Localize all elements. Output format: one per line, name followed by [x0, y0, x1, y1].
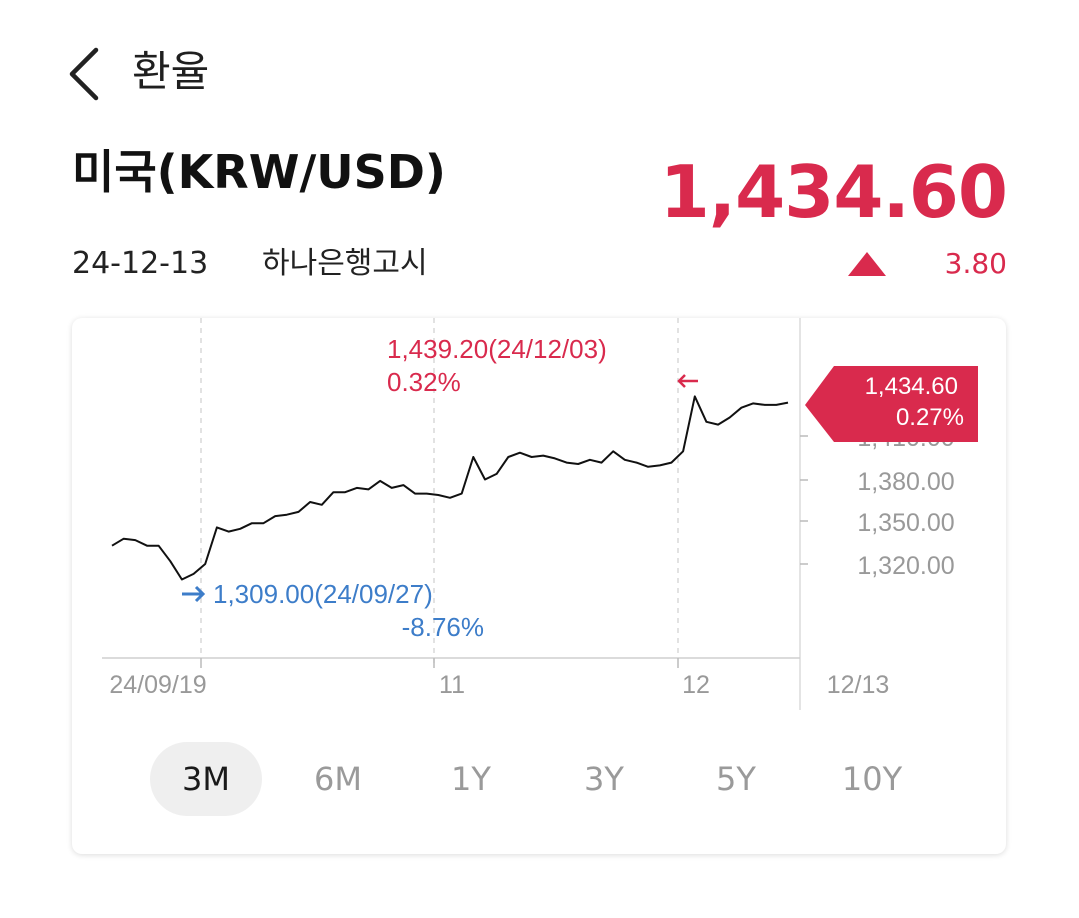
- y-tick-label: 1,350.00: [857, 509, 954, 537]
- arrow-left-icon: [677, 374, 698, 388]
- current-value-flag: 1,434.60 0.27%: [805, 366, 978, 442]
- x-tick-label: 12/13: [827, 671, 890, 699]
- low-annotation-label: 1,309.00(24/09/27): [213, 579, 433, 609]
- current-value-label: 1,434.60: [865, 373, 958, 400]
- x-tick-label: 11: [439, 671, 465, 699]
- tab-10y[interactable]: 10Y: [841, 760, 903, 798]
- y-tick-label: 1,320.00: [857, 552, 954, 580]
- high-annotation-pct: 0.32%: [387, 367, 461, 397]
- tab-5y[interactable]: 5Y: [716, 760, 756, 798]
- arrow-right-icon: [182, 585, 206, 603]
- series-line: [111, 395, 789, 581]
- app-header: 환율: [0, 0, 1079, 140]
- triangle-up-icon: [848, 252, 886, 276]
- page-title: 환율: [132, 47, 210, 96]
- x-tick-label: 12: [682, 671, 710, 699]
- low-annotation-pct: -8.76%: [402, 612, 484, 642]
- current-rate: 1,434.60: [659, 150, 1008, 234]
- tab-3m[interactable]: 3M: [150, 742, 262, 816]
- chart-card: 1,410.00 1,380.00 1,350.00 1,320.00 24/0…: [72, 318, 1006, 854]
- high-annotation-label: 1,439.20(24/12/03): [387, 334, 607, 364]
- period-tabs: 3M 6M 1Y 3Y 5Y 10Y: [72, 738, 1006, 818]
- current-change-pct: 0.27%: [896, 404, 964, 431]
- y-tick-label: 1,380.00: [857, 468, 954, 496]
- currency-name: 미국(KRW/USD): [72, 145, 446, 199]
- x-tick-label: 24/09/19: [109, 671, 206, 699]
- back-button[interactable]: [62, 44, 112, 104]
- exchange-rate-chart[interactable]: 1,410.00 1,380.00 1,350.00 1,320.00 24/0…: [72, 318, 1006, 728]
- tab-6m[interactable]: 6M: [314, 760, 362, 798]
- tab-3y[interactable]: 3Y: [584, 760, 624, 798]
- chevron-left-icon: [69, 47, 99, 101]
- tab-1y[interactable]: 1Y: [451, 760, 491, 798]
- change-value: 3.80: [944, 247, 1007, 280]
- rate-date: 24-12-13: [72, 246, 209, 281]
- rate-source: 하나은행고시: [262, 246, 428, 281]
